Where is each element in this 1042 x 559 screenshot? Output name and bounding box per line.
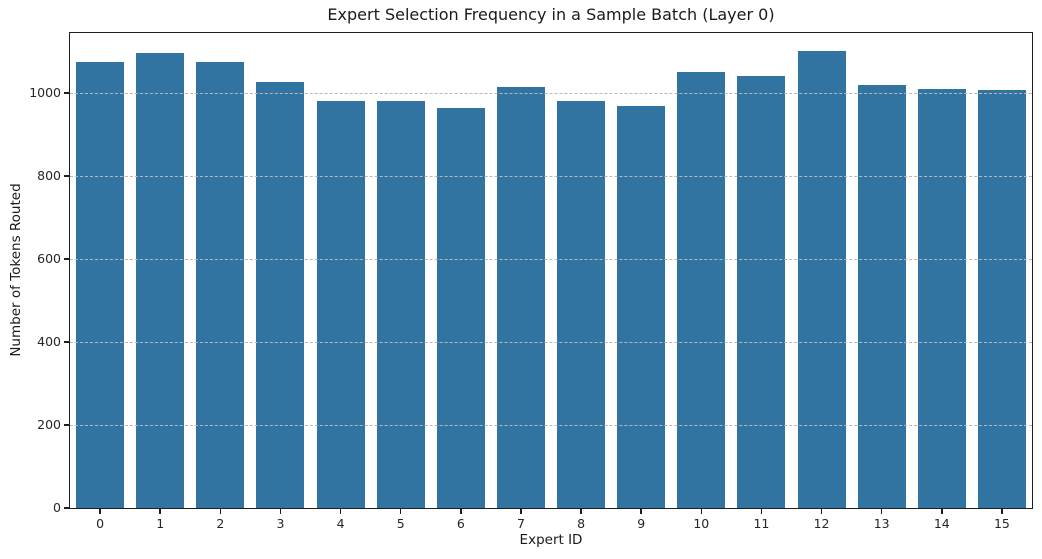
x-tick-mark-3 xyxy=(279,509,282,514)
bar-expert-3 xyxy=(256,82,305,508)
bar-expert-5 xyxy=(376,100,425,508)
bar-expert-4 xyxy=(316,101,365,508)
bar-expert-1 xyxy=(136,52,185,508)
y-gridline-200 xyxy=(70,424,1032,426)
y-tick-label-400: 400 xyxy=(37,333,61,349)
x-tick-mark-10 xyxy=(700,509,703,514)
x-tick-label-2: 2 xyxy=(216,516,225,531)
bar-expert-7 xyxy=(496,86,545,508)
x-tick-mark-12 xyxy=(820,509,823,514)
y-tick-mark-200 xyxy=(64,424,69,426)
x-tick-mark-1 xyxy=(159,509,161,514)
bar-expert-6 xyxy=(436,108,485,508)
x-tick-mark-4 xyxy=(339,509,342,514)
y-axis-label: Number of Tokens Routed xyxy=(8,183,24,357)
bar-expert-12 xyxy=(797,51,846,508)
x-tick-label-13: 13 xyxy=(873,516,890,531)
x-tick-mark-6 xyxy=(460,509,462,514)
x-tick-mark-0 xyxy=(99,509,101,514)
x-tick-label-3: 3 xyxy=(276,516,285,531)
x-tick-label-1: 1 xyxy=(156,516,165,531)
x-tick-label-9: 9 xyxy=(637,516,646,531)
y-tick-label-0: 0 xyxy=(53,500,61,515)
chart-title: Expert Selection Frequency in a Sample B… xyxy=(327,5,775,24)
bar-expert-14 xyxy=(917,88,966,508)
x-tick-mark-15 xyxy=(1001,509,1003,514)
y-tick-label-200: 200 xyxy=(37,416,61,432)
x-tick-label-7: 7 xyxy=(516,516,525,531)
x-tick-label-4: 4 xyxy=(336,516,345,531)
x-tick-label-8: 8 xyxy=(577,516,586,531)
y-tick-mark-800 xyxy=(64,175,69,177)
x-tick-mark-7 xyxy=(520,509,522,514)
x-axis-label: Expert ID xyxy=(519,532,583,548)
bar-expert-10 xyxy=(677,72,726,508)
x-tick-label-10: 10 xyxy=(693,516,710,531)
x-tick-mark-8 xyxy=(580,509,582,514)
x-tick-mark-5 xyxy=(399,509,402,514)
y-gridline-600 xyxy=(70,258,1032,260)
y-gridline-800 xyxy=(70,175,1032,177)
x-tick-mark-11 xyxy=(760,509,763,514)
y-tick-label-600: 600 xyxy=(37,250,61,266)
bar-expert-11 xyxy=(737,76,786,508)
x-tick-label-15: 15 xyxy=(993,516,1010,531)
x-tick-label-11: 11 xyxy=(753,516,770,531)
y-gridline-400 xyxy=(70,341,1032,343)
x-tick-mark-14 xyxy=(941,509,943,514)
y-tick-mark-400 xyxy=(64,341,69,343)
bar-expert-13 xyxy=(857,84,906,508)
y-tick-label-1000: 1000 xyxy=(29,84,61,100)
bar-expert-0 xyxy=(76,61,125,508)
x-tick-label-14: 14 xyxy=(933,516,950,531)
x-tick-mark-2 xyxy=(219,509,222,514)
x-tick-label-0: 0 xyxy=(96,516,105,531)
y-tick-label-800: 800 xyxy=(37,167,61,183)
bar-expert-8 xyxy=(557,101,606,508)
y-gridline-1000 xyxy=(70,92,1032,94)
y-tick-mark-600 xyxy=(64,258,69,260)
x-tick-mark-9 xyxy=(640,509,642,514)
x-tick-label-12: 12 xyxy=(813,516,830,531)
bar-expert-9 xyxy=(617,106,666,508)
plot-area xyxy=(69,32,1033,509)
x-tick-mark-13 xyxy=(880,509,883,514)
bar-expert-15 xyxy=(977,90,1026,508)
bar-expert-2 xyxy=(196,61,245,508)
x-tick-label-6: 6 xyxy=(456,516,465,531)
y-tick-mark-1000 xyxy=(64,92,69,94)
x-tick-label-5: 5 xyxy=(396,516,405,531)
y-tick-mark-0 xyxy=(64,507,69,509)
